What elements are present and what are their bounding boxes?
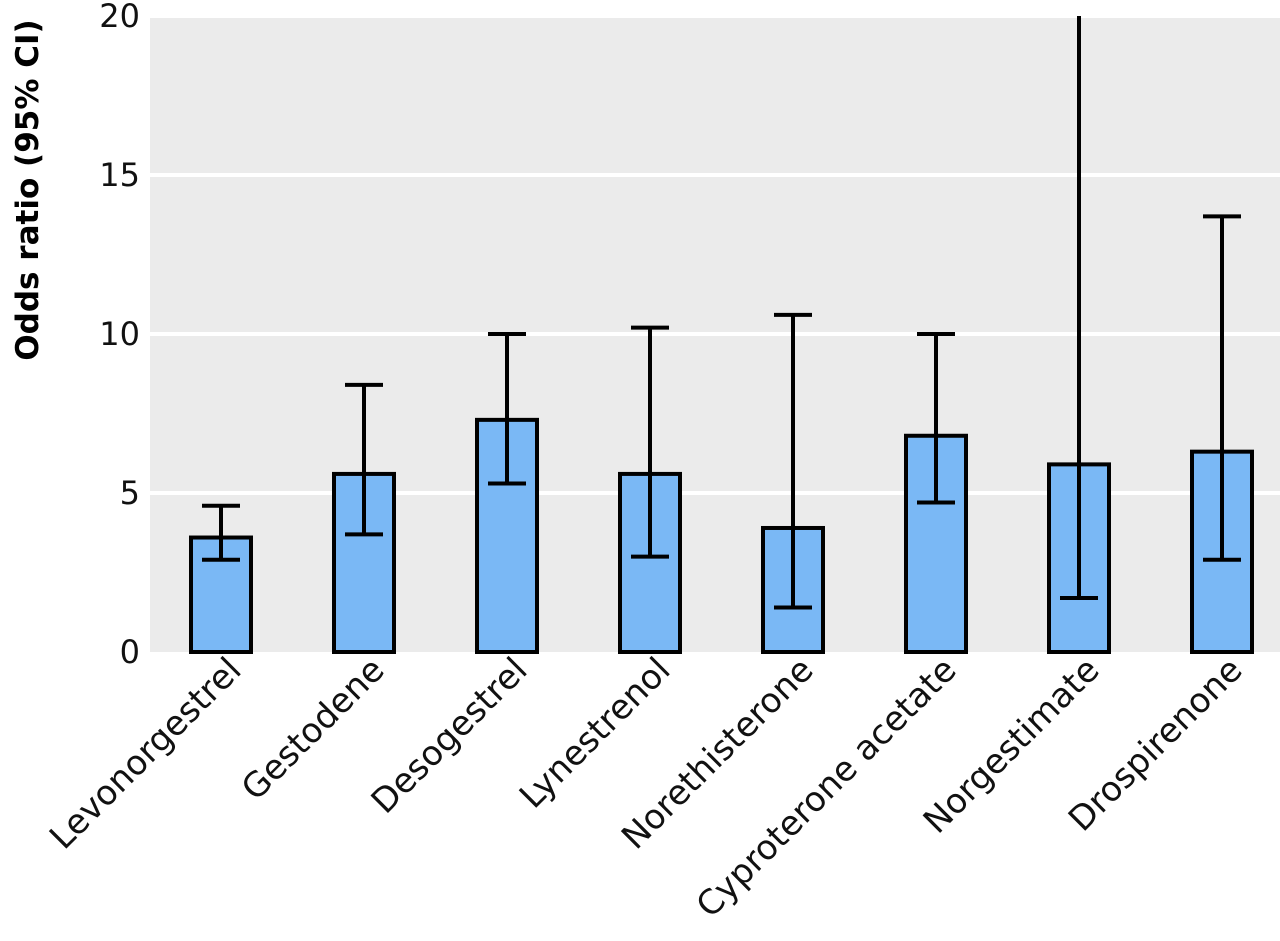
error-bar xyxy=(488,332,526,486)
error-bar xyxy=(1060,16,1098,600)
y-tick-label: 15 xyxy=(99,156,140,194)
error-bar xyxy=(917,332,955,505)
error-bar xyxy=(631,325,669,559)
error-bar xyxy=(1203,214,1241,562)
y-axis-title: Odds ratio (95% CI) xyxy=(10,19,46,360)
error-bar xyxy=(202,503,240,562)
y-tick-label: 0 xyxy=(120,633,140,671)
x-tick-labels: LevonorgestrelGestodeneDesogestrelLynest… xyxy=(42,650,1250,926)
y-tick-label: 20 xyxy=(99,0,140,35)
y-tick-label: 10 xyxy=(99,315,140,353)
error-bar xyxy=(774,312,812,610)
error-bar xyxy=(345,382,383,537)
x-tick-label: Gestodene xyxy=(234,650,392,808)
error-bars xyxy=(202,16,1241,610)
x-tick-label: Levonorgestrel xyxy=(42,650,249,857)
y-tick-label: 5 xyxy=(120,474,140,512)
x-tick-label: Cyproterone acetate xyxy=(689,650,965,926)
y-tick-labels: 0 5 10 15 20 xyxy=(99,0,140,671)
